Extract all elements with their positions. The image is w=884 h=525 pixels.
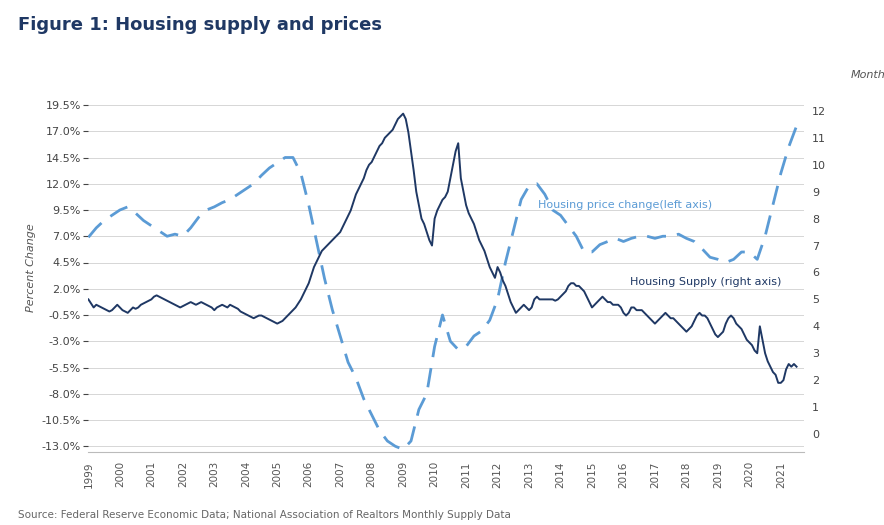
Text: Housing Supply (right axis): Housing Supply (right axis) — [629, 277, 781, 287]
Text: Months: Months — [851, 70, 884, 80]
Text: Housing price change(left axis): Housing price change(left axis) — [538, 200, 713, 210]
Y-axis label: Percent Change: Percent Change — [26, 223, 36, 312]
Text: Figure 1: Housing supply and prices: Figure 1: Housing supply and prices — [18, 16, 382, 34]
Text: Source: Federal Reserve Economic Data; National Association of Realtors Monthly : Source: Federal Reserve Economic Data; N… — [18, 510, 511, 520]
